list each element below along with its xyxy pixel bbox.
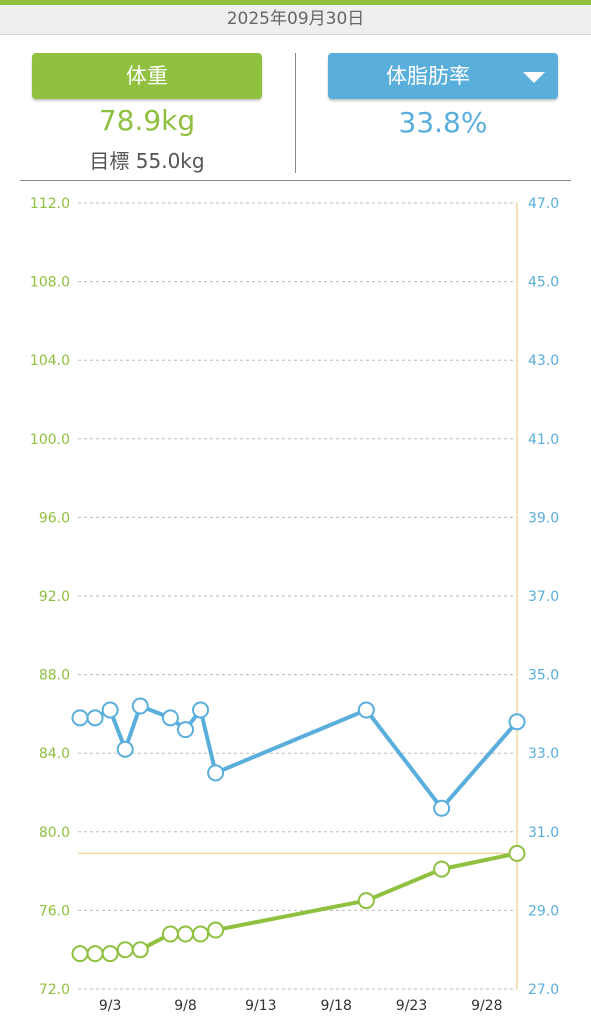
- x-axis-tick-label: 9/13: [245, 998, 276, 1014]
- chart-divider: [20, 180, 571, 181]
- weight-data-point: [433, 860, 451, 878]
- body-fat-data-point: [207, 764, 225, 782]
- right-axis-tick-label: 47.0: [528, 196, 559, 212]
- body-fat-button-label: 体脂肪率: [386, 64, 470, 88]
- body-fat-data-point: [86, 709, 104, 727]
- body-fat-data-point: [71, 709, 89, 727]
- body-fat-data-point: [116, 740, 134, 758]
- x-axis-tick-label: 9/8: [174, 998, 197, 1014]
- weight-data-point: [86, 945, 104, 963]
- goal-value: 55.0kg: [135, 149, 205, 173]
- right-axis-tick-label: 31.0: [528, 825, 559, 841]
- x-axis-tick-label: 9/18: [320, 998, 351, 1014]
- body-fat-data-point: [161, 709, 179, 727]
- dropdown-caret-icon: [523, 72, 545, 83]
- weight-data-point: [101, 945, 119, 963]
- weight-button[interactable]: 体重: [32, 53, 262, 99]
- body-fat-data-point: [101, 701, 119, 719]
- left-axis-tick-label: 112.0: [30, 196, 70, 212]
- left-axis-tick-label: 96.0: [39, 510, 70, 526]
- left-axis-tick-label: 104.0: [30, 353, 70, 369]
- body-fat-value: 33.8%: [398, 106, 488, 139]
- top-accent-bar: [0, 0, 591, 5]
- x-axis-tick-label: 9/28: [471, 998, 502, 1014]
- x-axis-tick-label: 9/3: [99, 998, 122, 1014]
- weight-data-point: [192, 925, 210, 943]
- weight-data-point: [131, 941, 149, 959]
- right-axis-tick-label: 45.0: [528, 275, 559, 291]
- right-axis-tick-label: 43.0: [528, 353, 559, 369]
- right-axis-tick-label: 41.0: [528, 432, 559, 448]
- goal-label: 目標: [89, 149, 130, 173]
- weight-data-point: [207, 921, 225, 939]
- right-axis-tick-label: 39.0: [528, 510, 559, 526]
- body-fat-data-point: [192, 701, 210, 719]
- right-axis-tick-label: 27.0: [528, 982, 559, 998]
- body-fat-data-point: [357, 701, 375, 719]
- weight-series-line: [78, 851, 518, 956]
- body-fat-dropdown[interactable]: 体脂肪率: [328, 53, 558, 99]
- weight-data-point: [357, 892, 375, 910]
- date-header: 2025年09月30日: [0, 5, 591, 35]
- left-axis-tick-label: 100.0: [30, 432, 70, 448]
- goal-weight: 目標 55.0kg: [32, 145, 262, 174]
- right-axis-tick-label: 37.0: [528, 589, 559, 605]
- body-fat-data-point: [131, 697, 149, 715]
- body-fat-data-point: [433, 799, 451, 817]
- weight-data-point: [508, 844, 526, 862]
- right-axis-tick-label: 29.0: [528, 903, 559, 919]
- weight-bodyfat-chart[interactable]: 72.0 27.0 76.0 29.0 80.0 31.0 84.0 33.0 88.0 35.0…: [0, 181, 591, 1024]
- x-axis-tick-label: 9/23: [396, 998, 427, 1014]
- right-axis-tick-label: 33.0: [528, 746, 559, 762]
- left-axis-tick-label: 72.0: [39, 982, 70, 998]
- body-fat-series-line: [76, 704, 519, 811]
- date-text: 2025年09月30日: [226, 9, 365, 29]
- weight-button-label: 体重: [126, 64, 168, 88]
- weight-data-point: [71, 945, 89, 963]
- right-axis-tick-label: 35.0: [528, 668, 559, 684]
- weight-data-point: [116, 941, 134, 959]
- summary-divider: [295, 53, 296, 173]
- body-fat-data-point: [508, 713, 526, 731]
- left-axis-tick-label: 80.0: [39, 825, 70, 841]
- left-axis-tick-label: 84.0: [39, 746, 70, 762]
- left-axis-tick-label: 88.0: [39, 668, 70, 684]
- left-axis-tick-label: 108.0: [30, 275, 70, 291]
- weight-value: 78.9kg: [98, 104, 196, 137]
- body-fat-data-point: [176, 721, 194, 739]
- weight-data-point: [176, 925, 194, 943]
- weight-data-point: [161, 925, 179, 943]
- left-axis-tick-label: 76.0: [39, 903, 70, 919]
- left-axis-tick-label: 92.0: [39, 589, 70, 605]
